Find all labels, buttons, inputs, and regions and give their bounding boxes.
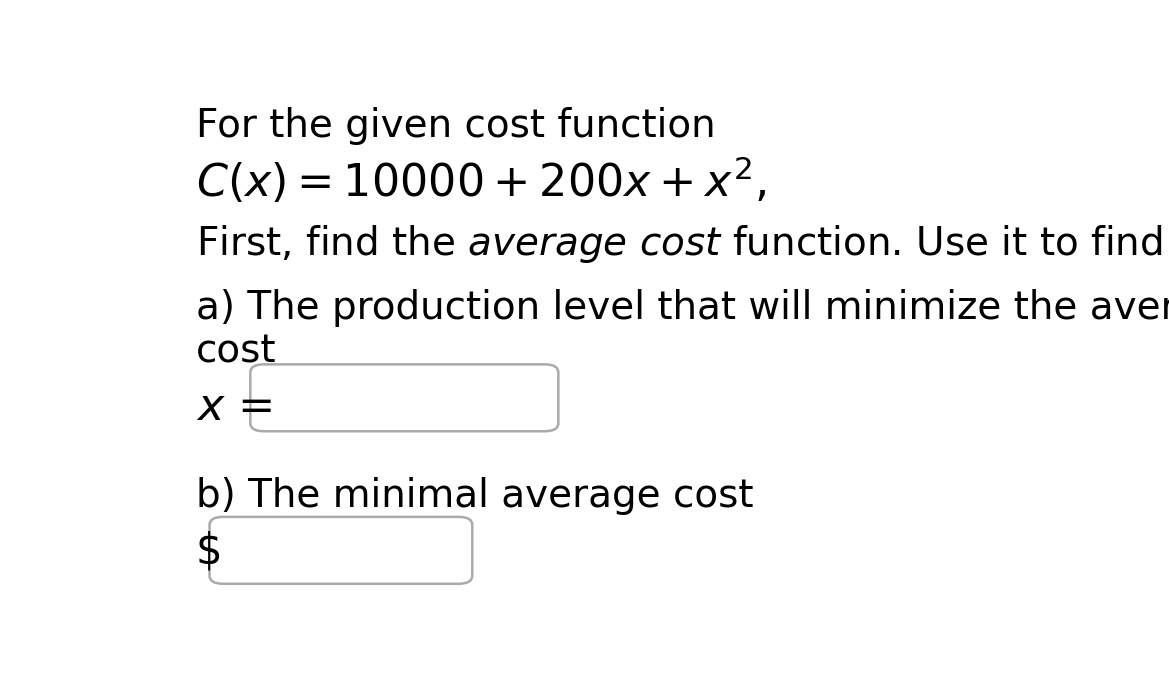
Text: First, find the $\it{average}$ $\it{cost}$ function. Use it to find:: First, find the $\it{average}$ $\it{cost… — [196, 222, 1169, 265]
Text: cost: cost — [196, 332, 276, 370]
Text: $: $ — [196, 530, 222, 572]
FancyBboxPatch shape — [209, 517, 472, 584]
Text: a) The production level that will minimize the average: a) The production level that will minimi… — [196, 289, 1169, 327]
Text: $x$ =: $x$ = — [196, 386, 272, 429]
Text: $C(x) = 10000 + 200x + x^2,$: $C(x) = 10000 + 200x + x^2,$ — [196, 156, 766, 206]
Text: For the given cost function: For the given cost function — [196, 108, 715, 145]
Text: b) The minimal average cost: b) The minimal average cost — [196, 477, 754, 515]
FancyBboxPatch shape — [250, 364, 559, 431]
